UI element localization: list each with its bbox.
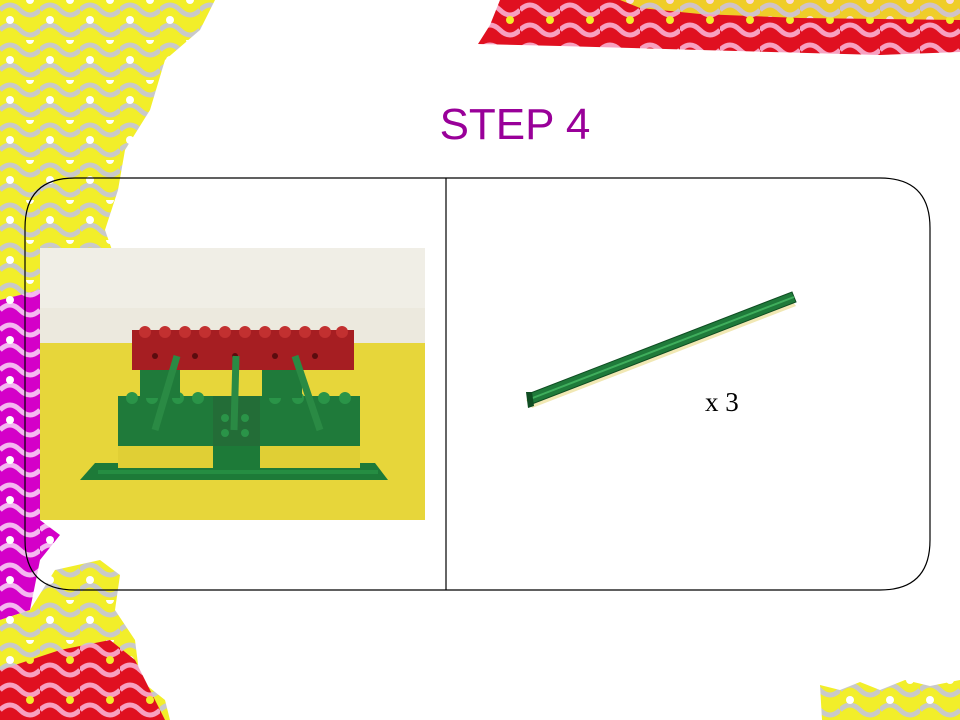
slide-title: STEP 4 xyxy=(439,100,591,149)
green-rod-icon xyxy=(526,291,797,408)
assembly-photo xyxy=(40,248,425,520)
quantity-label: x 3 xyxy=(705,387,739,417)
